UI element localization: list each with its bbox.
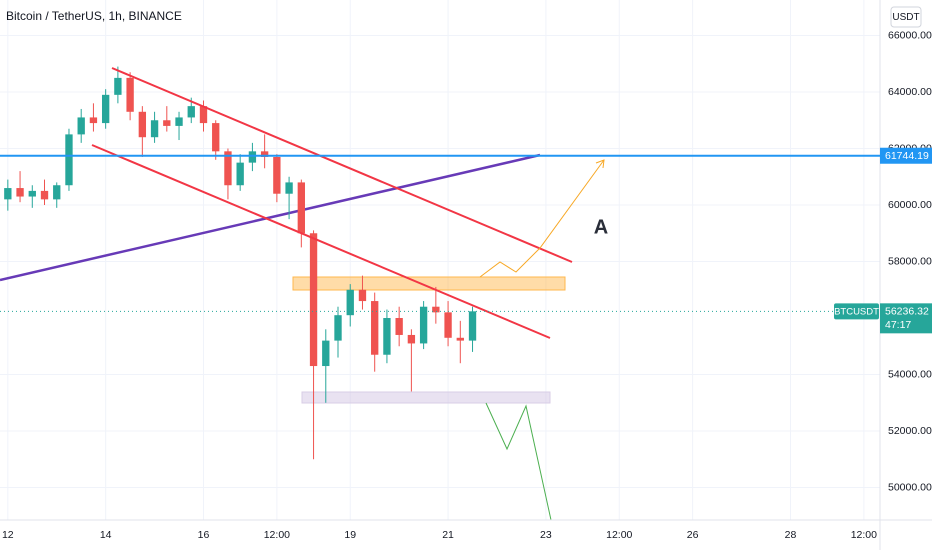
candle-body [419, 306, 428, 344]
level-badge-label: 61744.19 [885, 150, 929, 162]
price-badge-label: 56236.32 [885, 306, 929, 318]
x-tick-label: 16 [198, 529, 210, 541]
candle-body [334, 315, 342, 341]
currency-button[interactable] [890, 6, 922, 28]
candle-body [114, 77, 122, 95]
candle-body [383, 318, 391, 355]
candle-body [138, 111, 147, 138]
candle-body [468, 311, 477, 341]
symbol-badge [834, 303, 879, 320]
candle-body [248, 151, 257, 163]
price-badge [880, 303, 932, 334]
candle-body [456, 337, 464, 341]
chart-title: Bitcoin / TetherUS, 1h, BINANCE [6, 9, 182, 23]
annotation: A [594, 216, 608, 238]
candle-body [358, 289, 367, 302]
candle-body [212, 123, 220, 152]
y-tick-label: 52000.00 [888, 425, 932, 437]
level-badge [880, 147, 932, 164]
candle-body [371, 301, 379, 355]
x-tick-label: 14 [100, 529, 112, 541]
candle-body [89, 117, 98, 124]
x-tick-label: 19 [344, 529, 356, 541]
candle-body [65, 134, 73, 186]
candle-body [187, 106, 195, 118]
x-tick-label: 28 [785, 529, 797, 541]
candle-body [297, 182, 305, 234]
x-tick-label: 23 [540, 529, 552, 541]
candle-body [126, 77, 134, 112]
bearish-path [485, 402, 552, 521]
candle-body [199, 106, 208, 124]
x-tick-label: 26 [687, 529, 699, 541]
candle-body [101, 94, 110, 124]
y-tick-label: 54000.00 [888, 368, 932, 380]
candle-body [40, 190, 49, 200]
x-tick-label: 12:00 [264, 529, 290, 541]
y-tick-label: 60000.00 [888, 199, 932, 211]
candle-body [285, 182, 293, 194]
y-tick-label: 66000.00 [888, 29, 932, 41]
candles [4, 66, 477, 460]
x-tick-label: 12:00 [851, 529, 877, 541]
candle-body [77, 117, 85, 135]
candle-body [28, 190, 36, 197]
upper-channel-line [111, 67, 573, 263]
candle-body [309, 233, 318, 367]
bullish-arrowhead [595, 159, 605, 169]
x-tick-label: 21 [442, 529, 454, 541]
candle-body [163, 120, 171, 126]
candle-body [432, 306, 440, 313]
y-tick-label: 50000.00 [888, 481, 932, 493]
candle-body [16, 188, 24, 197]
candle-body [175, 117, 183, 126]
candle-body [322, 340, 330, 367]
candle-body [53, 185, 61, 200]
grid [0, 0, 880, 520]
purple-trendline [0, 153, 541, 282]
countdown-label: 47:17 [885, 319, 911, 331]
support-zone [301, 391, 551, 404]
axes: 50000.00 52000.00 54000.00 58000.00 60000.00… [0, 29, 932, 541]
currency-button-label[interactable]: USDT [892, 12, 919, 23]
candle-body [346, 289, 354, 316]
bullish-path [479, 159, 605, 278]
symbol-badge-label: BTCUSDT [834, 306, 879, 317]
candle-body [444, 312, 452, 338]
lower-channel-line [91, 144, 551, 339]
candle-body [150, 120, 159, 138]
candle-body [260, 151, 269, 157]
candle-body [395, 318, 403, 335]
x-tick-label: 12:00 [606, 529, 632, 541]
candle-body [4, 188, 12, 200]
candle-body [407, 334, 416, 344]
candle-body [273, 156, 281, 194]
candle-body [236, 162, 244, 186]
candle-body [224, 151, 232, 186]
y-tick-label: 58000.00 [888, 255, 932, 267]
y-tick-label: 64000.00 [888, 86, 932, 98]
resistance-zone [292, 276, 566, 291]
x-tick-label: 12 [2, 529, 14, 541]
